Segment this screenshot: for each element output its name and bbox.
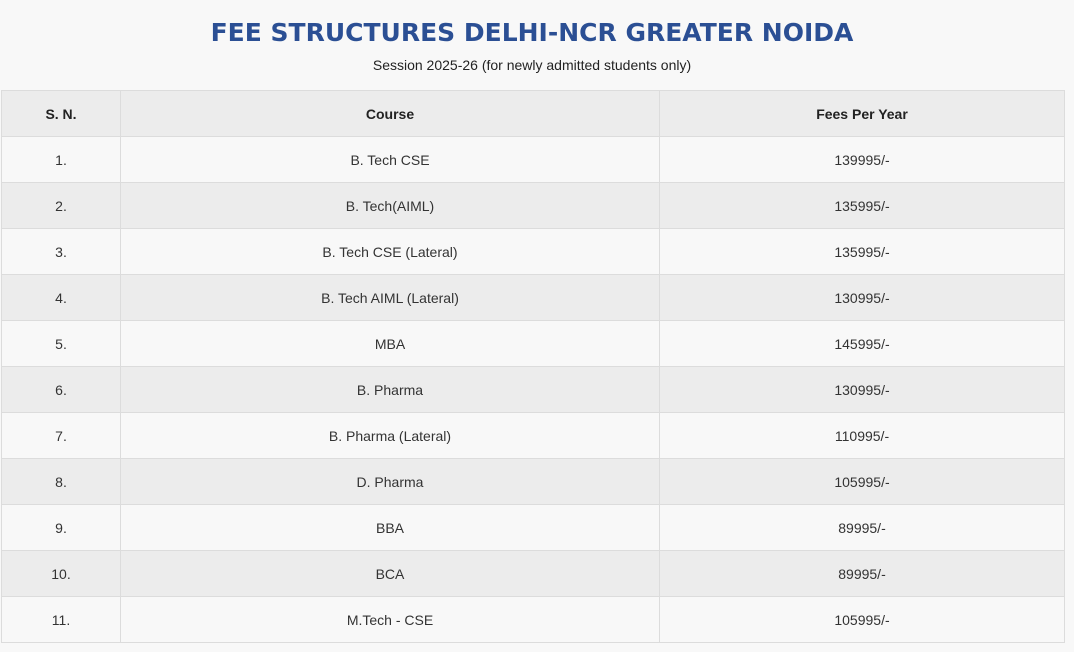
cell-course: B. Tech AIML (Lateral) (120, 274, 660, 321)
cell-course: MBA (120, 320, 660, 367)
fee-table: S. N. Course Fees Per Year 1. B. Tech CS… (1, 90, 1065, 643)
table-row: 4. B. Tech AIML (Lateral) 130995/- (1, 274, 1065, 321)
table-row: 5. MBA 145995/- (1, 320, 1065, 367)
cell-sn: 8. (1, 458, 121, 505)
table-row: 2. B. Tech(AIML) 135995/- (1, 182, 1065, 229)
cell-course: B. Tech CSE (Lateral) (120, 228, 660, 275)
column-header-fees: Fees Per Year (659, 90, 1065, 137)
cell-fees: 145995/- (659, 320, 1065, 367)
cell-course: M.Tech - CSE (120, 596, 660, 643)
table-row: 1. B. Tech CSE 139995/- (1, 136, 1065, 183)
column-header-course: Course (120, 90, 660, 137)
column-header-sn: S. N. (1, 90, 121, 137)
cell-sn: 7. (1, 412, 121, 459)
cell-fees: 139995/- (659, 136, 1065, 183)
cell-sn: 5. (1, 320, 121, 367)
cell-sn: 6. (1, 366, 121, 413)
cell-fees: 135995/- (659, 228, 1065, 275)
cell-fees: 130995/- (659, 274, 1065, 321)
fee-table-body: 1. B. Tech CSE 139995/- 2. B. Tech(AIML)… (1, 136, 1065, 643)
cell-fees: 105995/- (659, 596, 1065, 643)
cell-fees: 89995/- (659, 504, 1065, 551)
cell-fees: 89995/- (659, 550, 1065, 597)
table-row: 6. B. Pharma 130995/- (1, 366, 1065, 413)
table-row: 9. BBA 89995/- (1, 504, 1065, 551)
cell-course: B. Pharma (Lateral) (120, 412, 660, 459)
cell-sn: 3. (1, 228, 121, 275)
page-title: FEE STRUCTURES DELHI-NCR GREATER NOIDA (210, 18, 854, 47)
cell-fees: 110995/- (659, 412, 1065, 459)
cell-course: B. Tech CSE (120, 136, 660, 183)
cell-course: B. Pharma (120, 366, 660, 413)
cell-course: D. Pharma (120, 458, 660, 505)
table-row: 11. M.Tech - CSE 105995/- (1, 596, 1065, 643)
cell-sn: 11. (1, 596, 121, 643)
cell-course: B. Tech(AIML) (120, 182, 660, 229)
cell-sn: 9. (1, 504, 121, 551)
table-row: 7. B. Pharma (Lateral) 110995/- (1, 412, 1065, 459)
cell-course: BCA (120, 550, 660, 597)
table-header-row: S. N. Course Fees Per Year (1, 90, 1065, 137)
cell-sn: 4. (1, 274, 121, 321)
table-row: 10. BCA 89995/- (1, 550, 1065, 597)
cell-sn: 10. (1, 550, 121, 597)
table-row: 8. D. Pharma 105995/- (1, 458, 1065, 505)
page-subtitle: Session 2025-26 (for newly admitted stud… (372, 57, 692, 73)
cell-fees: 135995/- (659, 182, 1065, 229)
cell-fees: 105995/- (659, 458, 1065, 505)
cell-fees: 130995/- (659, 366, 1065, 413)
cell-sn: 1. (1, 136, 121, 183)
table-row: 3. B. Tech CSE (Lateral) 135995/- (1, 228, 1065, 275)
cell-sn: 2. (1, 182, 121, 229)
cell-course: BBA (120, 504, 660, 551)
